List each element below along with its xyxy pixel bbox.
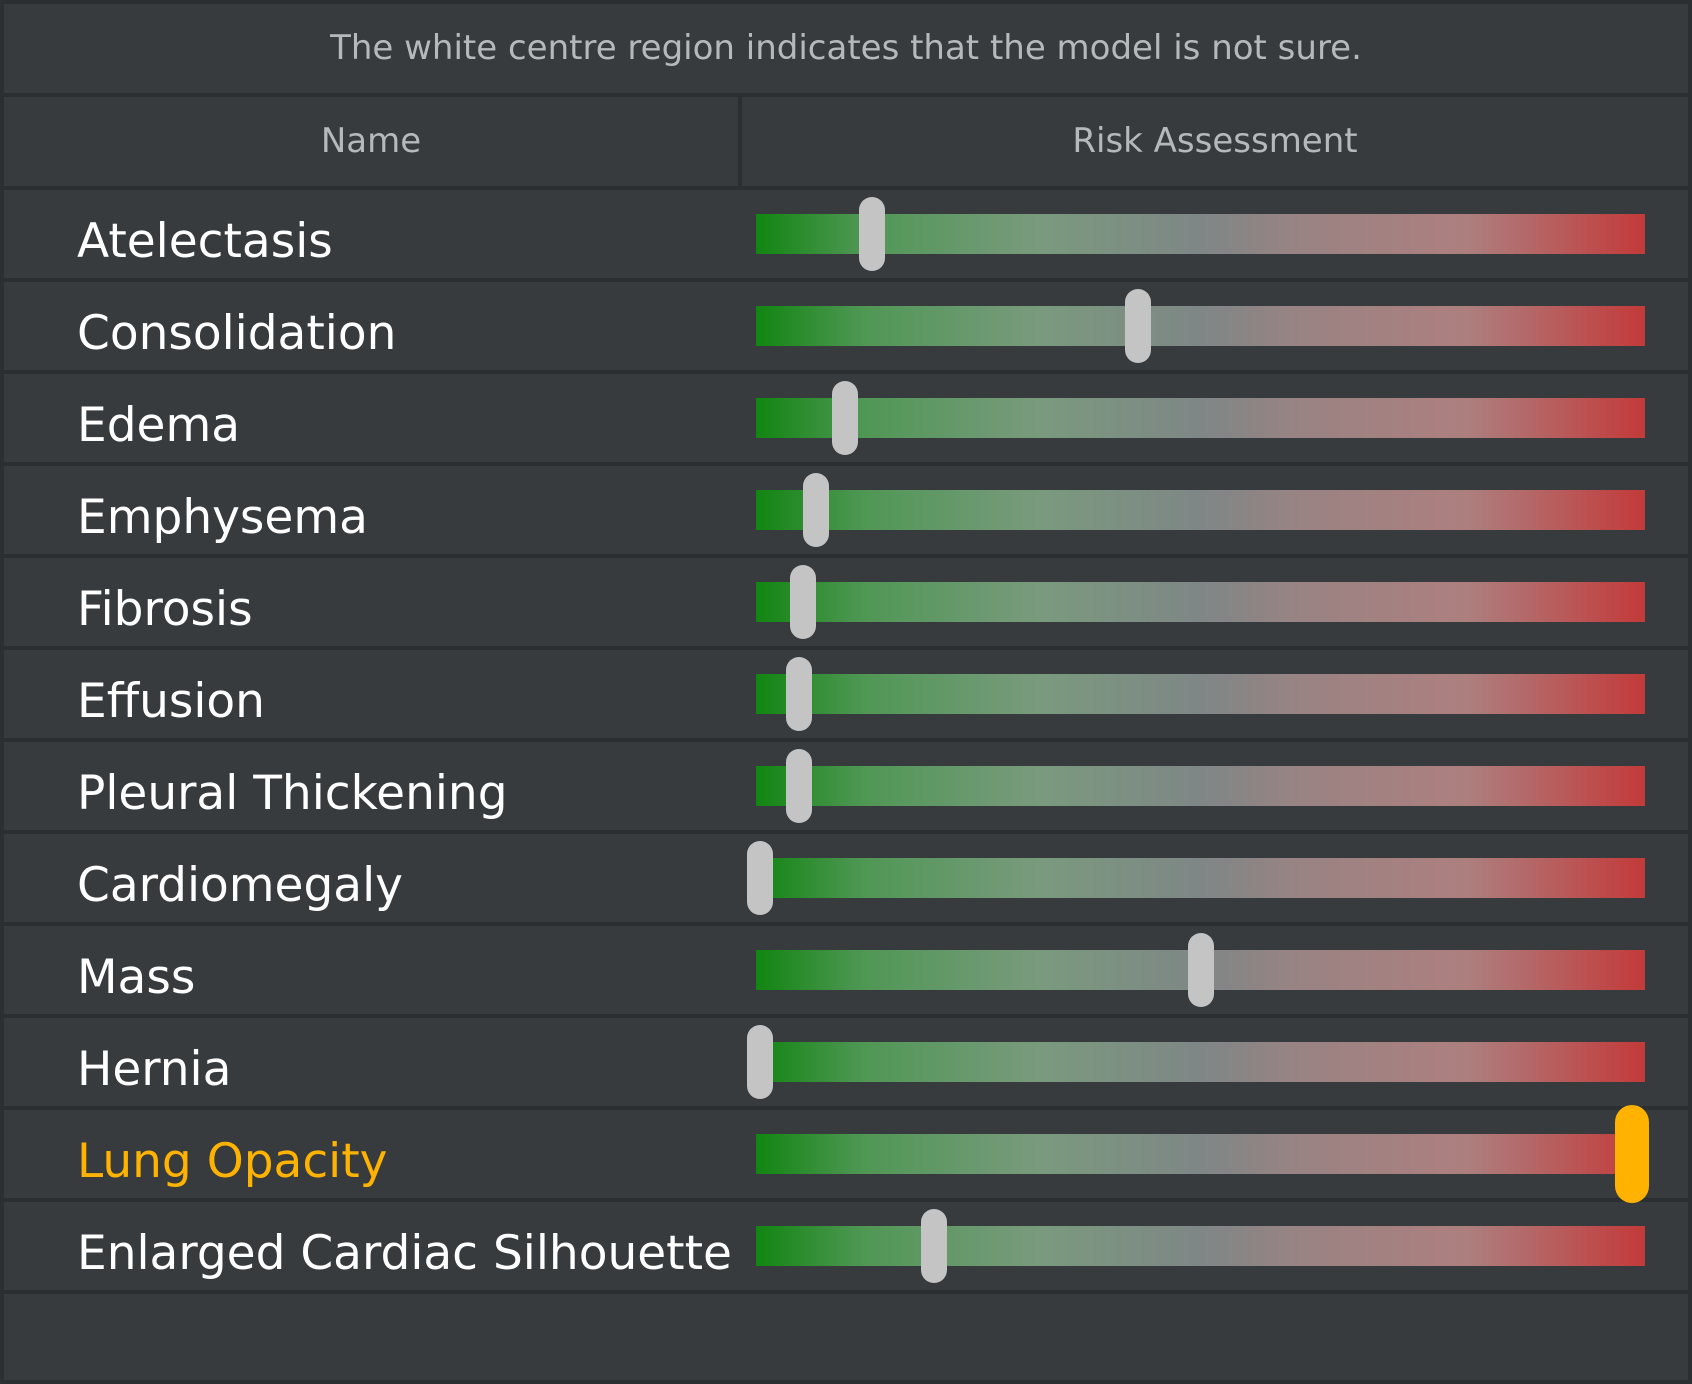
risk-slider-thumb[interactable]	[831, 381, 858, 455]
table-row[interactable]: Cardiomegaly	[4, 834, 1688, 926]
uncertainty-caption: The white centre region indicates that t…	[4, 4, 1688, 97]
finding-name: Edema	[77, 398, 241, 453]
risk-slider-thumb[interactable]	[802, 473, 829, 547]
table-row[interactable]: Emphysema	[4, 466, 1688, 558]
risk-slider-track[interactable]	[756, 657, 1645, 731]
finding-name: Emphysema	[77, 490, 368, 545]
risk-slider-thumb[interactable]	[1187, 933, 1214, 1007]
finding-name: Cardiomegaly	[77, 858, 403, 913]
risk-slider-track[interactable]	[747, 1025, 1645, 1099]
table-row[interactable]: Mass	[4, 926, 1688, 1018]
finding-name: Atelectasis	[77, 214, 333, 269]
risk-slider-thumb[interactable]	[785, 657, 812, 731]
risk-slider-thumb[interactable]	[747, 841, 774, 915]
risk-slider-thumb[interactable]	[747, 1025, 774, 1099]
risk-slider-thumb[interactable]	[858, 197, 885, 271]
risk-slider-thumb[interactable]	[920, 1209, 947, 1283]
finding-name: Effusion	[77, 674, 265, 729]
risk-slider-track[interactable]	[756, 565, 1645, 639]
finding-name: Mass	[77, 950, 196, 1005]
finding-name: Lung Opacity	[77, 1134, 388, 1189]
risk-slider-track[interactable]	[756, 197, 1645, 271]
table-row[interactable]: Enlarged Cardiac Silhouette	[4, 1202, 1688, 1294]
risk-slider-thumb[interactable]	[785, 749, 812, 823]
table-row[interactable]: Atelectasis	[4, 190, 1688, 282]
table-row[interactable]: Hernia	[4, 1018, 1688, 1110]
column-header-risk-assessment[interactable]: Risk Assessment	[1072, 121, 1358, 161]
findings-table-body: Atelectasis Consolidation Edema Emphysema Fi…	[4, 190, 1688, 1294]
finding-name: Pleural Thickening	[77, 766, 508, 821]
risk-slider-thumb[interactable]	[1125, 289, 1152, 363]
table-row[interactable]: Pleural Thickening	[4, 742, 1688, 834]
table-row[interactable]: Effusion	[4, 650, 1688, 742]
table-header: Name Risk Assessment	[4, 97, 1688, 190]
risk-slider-track[interactable]	[756, 289, 1645, 363]
risk-slider-track[interactable]	[756, 1105, 1649, 1203]
table-row[interactable]: Fibrosis	[4, 558, 1688, 650]
risk-slider-track[interactable]	[756, 933, 1645, 1007]
risk-slider-track[interactable]	[756, 749, 1645, 823]
table-row[interactable]: Lung Opacity	[4, 1105, 1688, 1203]
risk-slider-thumb[interactable]	[1614, 1105, 1649, 1203]
risk-slider-track[interactable]	[756, 473, 1645, 547]
table-row[interactable]: Edema	[4, 374, 1688, 466]
finding-name: Enlarged Cardiac Silhouette	[77, 1226, 732, 1281]
finding-name: Consolidation	[77, 306, 397, 361]
table-row[interactable]: Consolidation	[4, 282, 1688, 374]
risk-slider-track[interactable]	[756, 381, 1645, 455]
finding-name: Hernia	[77, 1042, 232, 1097]
finding-name: Fibrosis	[77, 582, 253, 637]
column-header-name[interactable]: Name	[4, 97, 742, 186]
risk-slider-track[interactable]	[747, 841, 1645, 915]
risk-slider-thumb[interactable]	[790, 565, 817, 639]
risk-slider-track[interactable]	[756, 1209, 1645, 1283]
